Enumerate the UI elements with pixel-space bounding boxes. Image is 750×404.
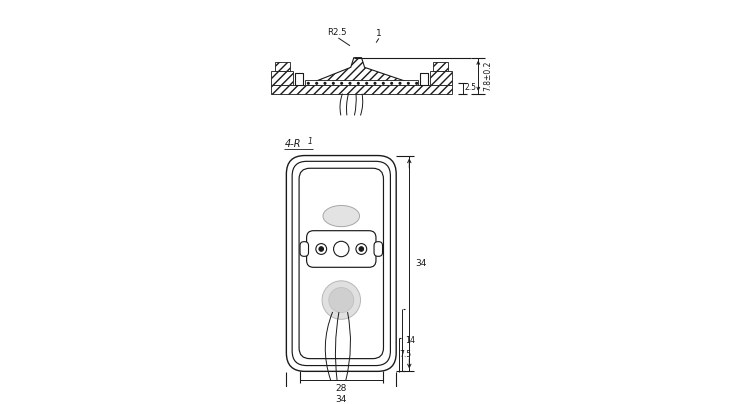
Bar bbox=[420, 73, 428, 85]
Bar bbox=[271, 85, 452, 94]
Circle shape bbox=[359, 247, 364, 251]
Bar bbox=[430, 71, 452, 85]
Bar bbox=[295, 73, 303, 85]
Text: 2.5: 2.5 bbox=[465, 83, 477, 93]
Polygon shape bbox=[305, 80, 418, 85]
FancyBboxPatch shape bbox=[292, 161, 391, 366]
FancyBboxPatch shape bbox=[307, 231, 376, 267]
Text: 14: 14 bbox=[405, 336, 415, 345]
Polygon shape bbox=[305, 58, 418, 85]
Text: 7.8±0.2: 7.8±0.2 bbox=[483, 61, 492, 91]
Text: 28: 28 bbox=[335, 385, 347, 393]
Bar bbox=[420, 73, 428, 85]
Bar bbox=[295, 73, 303, 85]
FancyBboxPatch shape bbox=[300, 242, 308, 256]
FancyBboxPatch shape bbox=[299, 168, 383, 359]
Circle shape bbox=[356, 244, 367, 255]
Text: 7.5: 7.5 bbox=[399, 350, 411, 359]
Circle shape bbox=[316, 244, 327, 255]
Text: R2.5: R2.5 bbox=[327, 28, 346, 37]
Circle shape bbox=[334, 241, 349, 257]
Text: 1: 1 bbox=[376, 29, 382, 38]
Bar bbox=[274, 62, 290, 71]
FancyBboxPatch shape bbox=[286, 156, 396, 371]
Ellipse shape bbox=[322, 281, 361, 319]
Ellipse shape bbox=[323, 206, 359, 227]
Circle shape bbox=[319, 247, 323, 251]
Bar bbox=[271, 71, 293, 85]
Text: 4-R: 4-R bbox=[284, 139, 301, 149]
Bar bbox=[433, 62, 448, 71]
Ellipse shape bbox=[328, 288, 354, 313]
FancyBboxPatch shape bbox=[374, 242, 382, 256]
Text: 34: 34 bbox=[416, 259, 427, 268]
Text: 34: 34 bbox=[335, 395, 347, 404]
Text: 1: 1 bbox=[308, 137, 313, 146]
